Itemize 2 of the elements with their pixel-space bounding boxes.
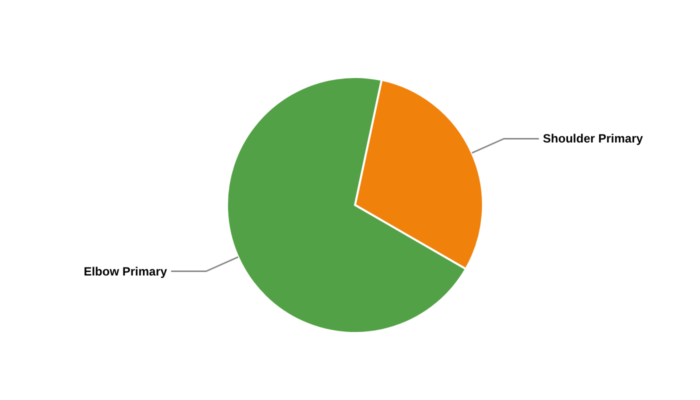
slice-label: Shoulder Primary [542, 132, 644, 146]
slice-label: Elbow Primary [84, 264, 168, 278]
